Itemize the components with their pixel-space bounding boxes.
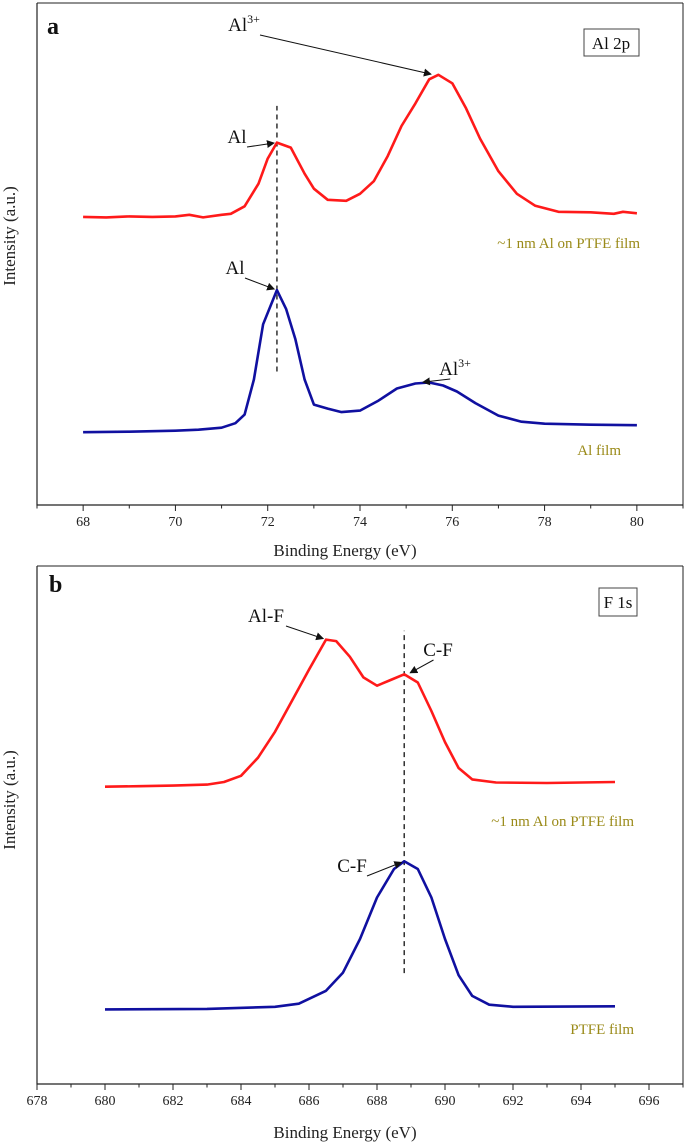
x-tick-label: 690	[435, 1094, 456, 1109]
legend-label: PTFE film	[570, 1022, 634, 1038]
series-line-reference-film	[83, 288, 637, 434]
annotation-arrow	[421, 377, 451, 386]
peak-annotation-label: Al	[226, 258, 245, 279]
x-tick-label: 696	[639, 1094, 660, 1109]
x-tick-label: 682	[163, 1094, 184, 1109]
annotation-arrow	[259, 34, 432, 77]
y-axis-label: Intensity (a.u.)	[0, 186, 19, 286]
core-level-label: Al 2p	[592, 34, 630, 53]
core-level-box	[598, 587, 638, 617]
x-tick-label: 694	[571, 1094, 592, 1109]
peak-annotation-label: C-F	[337, 856, 367, 877]
legend-label: ~1 nm Al on PTFE film	[491, 814, 634, 830]
series-line-reference-film	[104, 860, 616, 1011]
panel-a: a Al 2p Binding Energy (eV) Intensity (a…	[0, 2, 684, 560]
x-tick-label: 78	[538, 515, 552, 530]
x-tick-label: 680	[95, 1094, 116, 1109]
annotation-arrow	[366, 861, 403, 877]
series-line-al-on-ptfe	[104, 638, 616, 788]
peak-annotation-label: Al-F	[248, 606, 284, 627]
x-axis-label: Binding Energy (eV)	[273, 1123, 416, 1142]
x-tick-label: 74	[353, 515, 367, 530]
x-tick-label: 72	[261, 515, 275, 530]
peak-annotation-label: Al3+	[439, 356, 471, 380]
peak-annotation-label: Al	[228, 127, 247, 148]
annotation-arrow	[285, 625, 325, 641]
core-level-box	[583, 28, 640, 57]
legend-label: ~1 nm Al on PTFE film	[497, 236, 640, 252]
legend-label: Al film	[577, 443, 621, 459]
x-tick-label: 68	[76, 515, 90, 530]
x-tick-label: 684	[231, 1094, 252, 1109]
panel-letter: b	[49, 572, 62, 598]
core-level-label: F 1s	[604, 593, 633, 612]
x-tick-label: 80	[630, 515, 644, 530]
annotation-arrow	[244, 277, 276, 291]
panel-letter: a	[47, 14, 59, 40]
x-tick-label: 688	[367, 1094, 388, 1109]
x-tick-label: 686	[299, 1094, 320, 1109]
peak-annotation-label: C-F	[423, 640, 453, 661]
x-tick-label: 70	[168, 515, 182, 530]
x-tick-label: 76	[445, 515, 459, 530]
series-line-al-on-ptfe	[83, 73, 638, 219]
y-axis-label: Intensity (a.u.)	[0, 750, 19, 850]
panel-b: b F 1s Binding Energy (eV) Intensity (a.…	[0, 565, 684, 1142]
x-tick-label: 692	[503, 1094, 524, 1109]
annotation-arrow	[409, 659, 434, 674]
x-axis-label: Binding Energy (eV)	[273, 541, 416, 560]
axes-frame	[36, 3, 683, 506]
x-tick-label: 678	[27, 1094, 48, 1109]
peak-annotation-label: Al3+	[228, 12, 260, 36]
annotation-arrow	[246, 140, 275, 148]
